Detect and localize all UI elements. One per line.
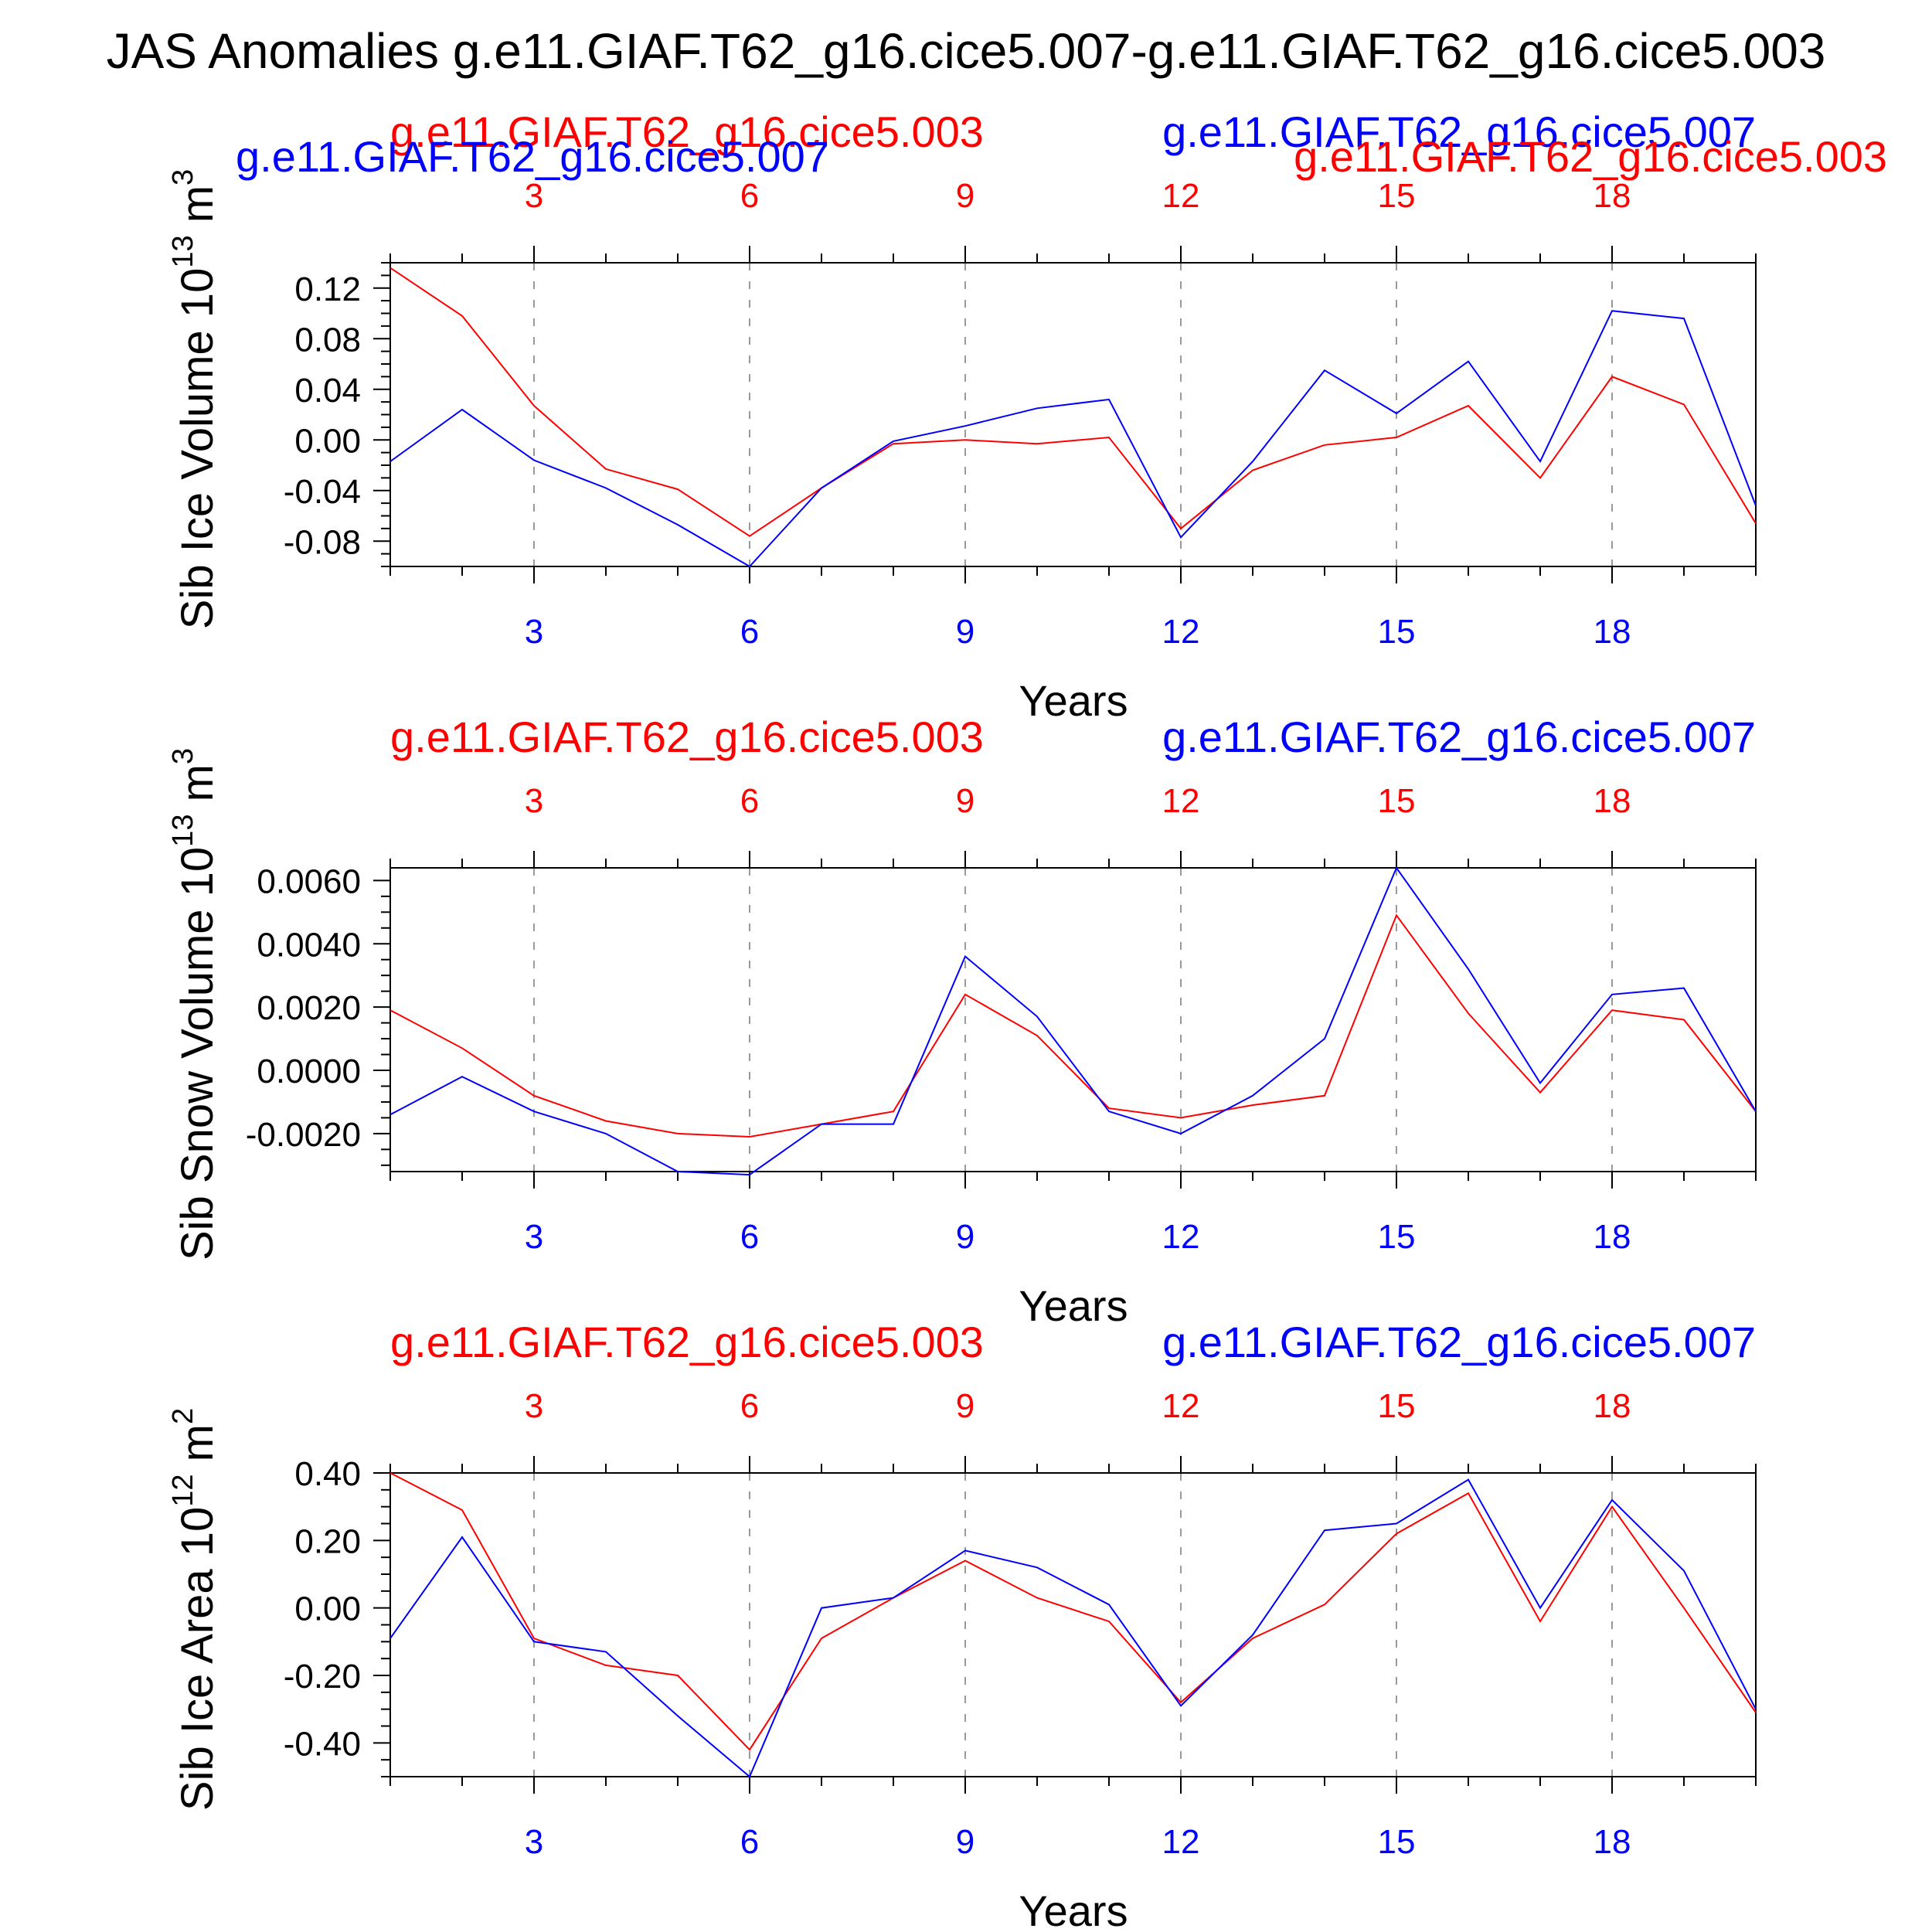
x-tick-label-bottom: 9 bbox=[956, 1218, 975, 1256]
y-tick-label: 0.08 bbox=[294, 321, 361, 359]
series-line-red bbox=[389, 913, 1757, 1138]
y-tick-label: 0.00 bbox=[294, 1590, 361, 1628]
y-axis-label: Sib Snow Volume 1013 m3 bbox=[167, 748, 223, 1260]
x-tick-label-top: 18 bbox=[1594, 782, 1631, 820]
figure-title: JAS Anomalies g.e11.GIAF.T62_g16.cice5.0… bbox=[107, 23, 1826, 79]
y-axis-label-part: m bbox=[172, 185, 223, 235]
y-axis-label: Sib Ice Volume 1013 m3 bbox=[167, 169, 223, 629]
x-tick-label-bottom: 3 bbox=[525, 613, 543, 651]
x-tick-label-bottom: 3 bbox=[525, 1218, 543, 1256]
y-tick-label: 0.12 bbox=[294, 270, 361, 308]
plot-frame bbox=[389, 1472, 1757, 1777]
x-tick-label-top: 9 bbox=[956, 177, 975, 215]
x-tick-label-bottom: 15 bbox=[1378, 613, 1416, 651]
top-title-red: g.e11.GIAF.T62_g16.cice5.003 bbox=[390, 107, 984, 156]
x-tick-label-bottom: 9 bbox=[956, 613, 975, 651]
y-axis-label-part: 13 bbox=[167, 235, 199, 267]
chart-panels: 0.12 0.08 0.04 0.00 -0.04 -0.08 3 6 9 12 15 18 3 6 9 12… bbox=[167, 107, 1887, 1932]
x-tick-label-bottom: 15 bbox=[1378, 1218, 1416, 1256]
x-tick-label-bottom: 3 bbox=[525, 1823, 543, 1861]
x-tick-label-top: 9 bbox=[956, 1387, 975, 1425]
x-tick-label-bottom: 6 bbox=[740, 1218, 759, 1256]
series-line-red bbox=[389, 1472, 1757, 1751]
y-tick-label: -0.20 bbox=[284, 1658, 361, 1696]
x-tick-label-top: 6 bbox=[740, 782, 759, 820]
top-title-blue: g.e11.GIAF.T62_g16.cice5.007 bbox=[1162, 107, 1756, 156]
y-axis-label-part: 12 bbox=[167, 1474, 199, 1506]
y-axis-label-part: 2 bbox=[167, 1408, 199, 1424]
y-tick-label: 0.40 bbox=[294, 1455, 361, 1493]
y-axis-label: Sib Ice Area 1012 m2 bbox=[167, 1408, 223, 1811]
x-tick-label-bottom: 18 bbox=[1594, 1218, 1631, 1256]
y-tick-label: -0.0020 bbox=[246, 1116, 361, 1154]
x-tick-label-top: 15 bbox=[1378, 782, 1416, 820]
x-tick-label-bottom: 12 bbox=[1162, 613, 1200, 651]
y-axis-label-part: m bbox=[172, 1424, 223, 1474]
x-tick-label-bottom: 15 bbox=[1378, 1823, 1416, 1861]
x-tick-label-bottom: 6 bbox=[740, 613, 759, 651]
y-axis-label-part: Sib Ice Volume 10 bbox=[172, 268, 223, 630]
x-tick-label-top: 15 bbox=[1378, 177, 1416, 215]
overlap-title-blue: g.e11.GIAF.T62_g16.cice5.007 bbox=[236, 132, 829, 181]
y-tick-label: 0.20 bbox=[294, 1522, 361, 1560]
top-title-red: g.e11.GIAF.T62_g16.cice5.003 bbox=[390, 713, 984, 761]
x-tick-label-top: 15 bbox=[1378, 1387, 1416, 1425]
x-tick-label-top: 6 bbox=[740, 1387, 759, 1425]
top-title-red: g.e11.GIAF.T62_g16.cice5.003 bbox=[390, 1318, 984, 1366]
y-axis-label-part: 3 bbox=[167, 748, 199, 764]
x-tick-label-bottom: 18 bbox=[1594, 613, 1631, 651]
series-line-blue bbox=[389, 866, 1757, 1176]
x-tick-label-bottom: 9 bbox=[956, 1823, 975, 1861]
y-tick-label: -0.40 bbox=[284, 1725, 361, 1763]
y-axis-label-part: 13 bbox=[167, 815, 199, 847]
plot-frame bbox=[389, 867, 1757, 1172]
chart-panel-1: 0.12 0.08 0.04 0.00 -0.04 -0.08 3 6 9 12 15 18 3 6 9 12… bbox=[167, 107, 1887, 725]
y-tick-label: 0.0060 bbox=[257, 862, 361, 900]
series-line-blue bbox=[389, 1478, 1757, 1778]
y-tick-label: 0.0000 bbox=[257, 1053, 361, 1090]
x-tick-label-top: 12 bbox=[1162, 177, 1200, 215]
top-title-blue: g.e11.GIAF.T62_g16.cice5.007 bbox=[1162, 713, 1756, 761]
series-line-red bbox=[389, 267, 1757, 537]
y-tick-label: 0.0040 bbox=[257, 926, 361, 964]
y-tick-label: 0.04 bbox=[294, 372, 361, 410]
overlap-title-red: g.e11.GIAF.T62_g16.cice5.003 bbox=[1294, 132, 1887, 181]
y-axis-label-part: 3 bbox=[167, 169, 199, 185]
x-tick-label-bottom: 18 bbox=[1594, 1823, 1631, 1861]
x-tick-label-bottom: 12 bbox=[1162, 1218, 1200, 1256]
x-tick-label-top: 9 bbox=[956, 782, 975, 820]
x-tick-label-top: 18 bbox=[1594, 1387, 1631, 1425]
x-tick-label-bottom: 6 bbox=[740, 1823, 759, 1861]
y-tick-label: 0.00 bbox=[294, 422, 361, 460]
chart-panel-2: 0.0060 0.0040 0.0020 0.0000 -0.0020 3 6 9 12 15 18… bbox=[167, 713, 1757, 1330]
x-tick-label-top: 3 bbox=[525, 177, 543, 215]
y-axis-label-part: Sib Ice Area 10 bbox=[172, 1507, 223, 1811]
x-tick-label-top: 18 bbox=[1594, 177, 1631, 215]
chart-panel-3: 0.40 0.20 0.00 -0.20 -0.40 3 6 9 12 15 18 3 6 9 12 15 18… bbox=[167, 1318, 1757, 1932]
x-axis-label: Years bbox=[1019, 676, 1128, 725]
y-axis-label-part: Sib Snow Volume 10 bbox=[172, 847, 223, 1260]
x-tick-label-top: 12 bbox=[1162, 1387, 1200, 1425]
top-title-blue: g.e11.GIAF.T62_g16.cice5.007 bbox=[1162, 1318, 1756, 1366]
x-tick-label-bottom: 12 bbox=[1162, 1823, 1200, 1861]
x-axis-label: Years bbox=[1019, 1281, 1128, 1330]
y-tick-label: -0.08 bbox=[284, 523, 361, 561]
x-tick-label-top: 3 bbox=[525, 1387, 543, 1425]
x-tick-label-top: 6 bbox=[740, 177, 759, 215]
y-tick-label: 0.0020 bbox=[257, 989, 361, 1027]
x-tick-label-top: 12 bbox=[1162, 782, 1200, 820]
x-tick-label-top: 3 bbox=[525, 782, 543, 820]
y-axis-label-part: m bbox=[172, 764, 223, 814]
y-tick-label: -0.04 bbox=[284, 473, 361, 511]
series-line-blue bbox=[389, 310, 1757, 568]
x-axis-label: Years bbox=[1019, 1886, 1128, 1932]
plot-frame bbox=[389, 262, 1757, 567]
